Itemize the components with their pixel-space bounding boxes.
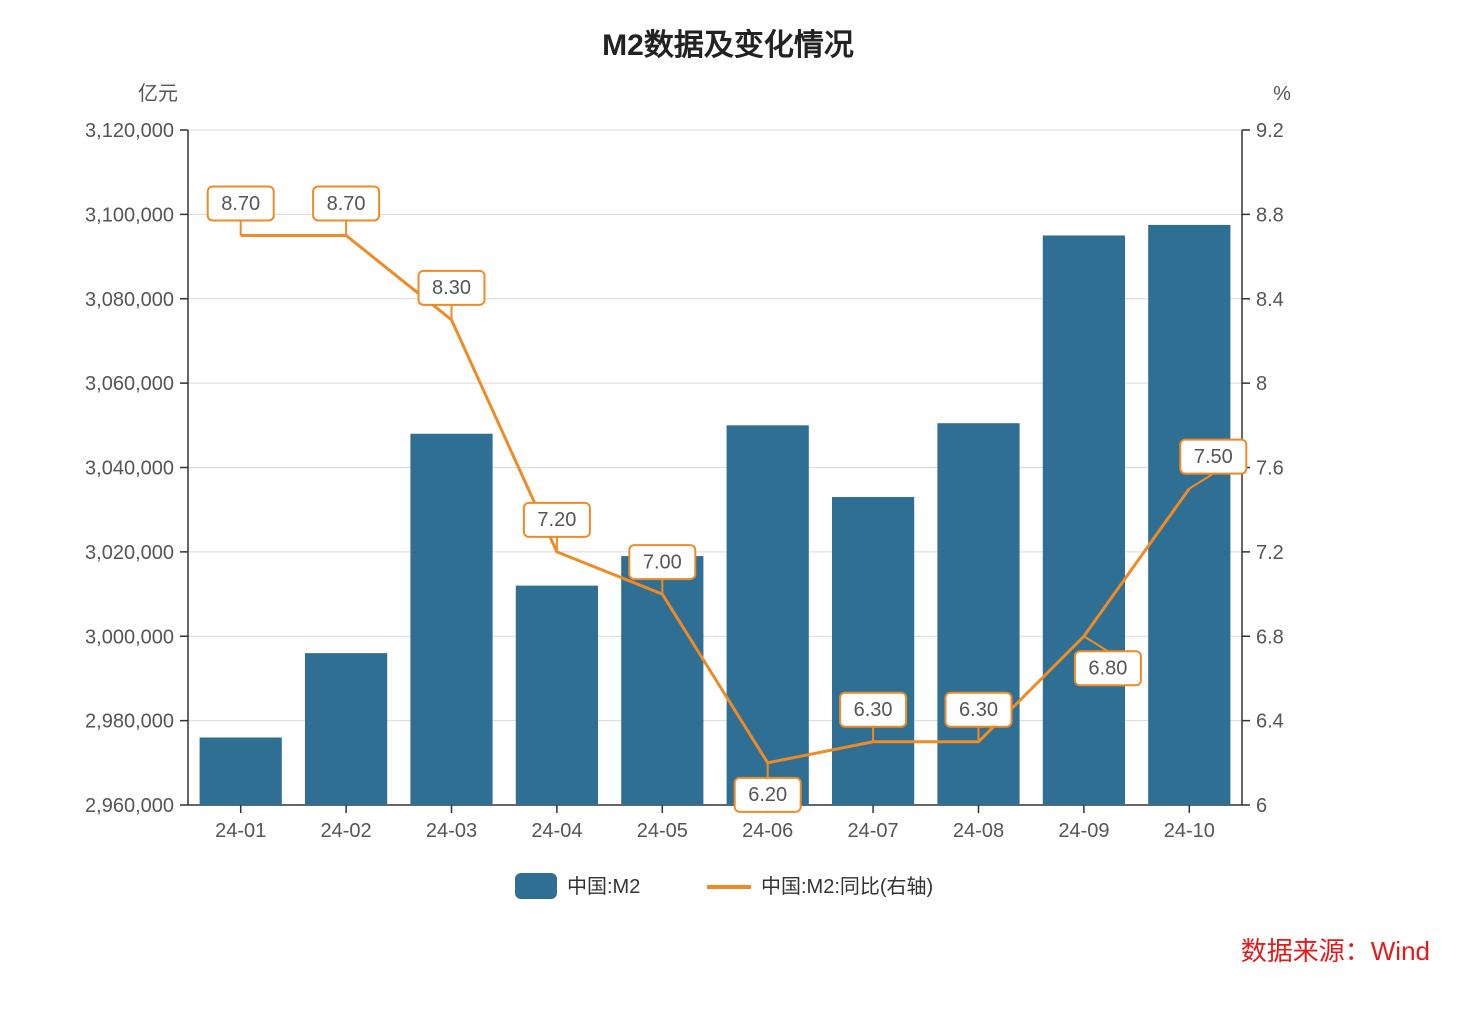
y-right-tick-label: 8.8 xyxy=(1256,204,1284,226)
bar xyxy=(937,423,1019,805)
bar xyxy=(727,425,809,805)
data-label: 7.00 xyxy=(643,551,682,573)
bar xyxy=(410,434,492,805)
data-label: 7.20 xyxy=(537,509,576,531)
data-label: 8.70 xyxy=(221,193,260,215)
x-tick-label: 24-10 xyxy=(1164,820,1215,842)
legend-bar-label: 中国:M2 xyxy=(567,875,640,898)
bar xyxy=(516,586,598,805)
y-left-tick-label: 3,020,000 xyxy=(85,542,174,564)
y-left-tick-label: 3,060,000 xyxy=(85,373,174,395)
data-label: 6.20 xyxy=(748,784,787,806)
y-right-tick-label: 6 xyxy=(1256,795,1267,817)
bar xyxy=(305,653,387,805)
m2-combo-chart: M2数据及变化情况 2,960,000 2,980,000 3,000,000 3,02… xyxy=(0,0,1457,1031)
x-tick-label: 24-09 xyxy=(1058,820,1109,842)
y-left-tick-label: 3,040,000 xyxy=(85,458,174,480)
y-right-tick-label: 6.8 xyxy=(1256,626,1284,648)
data-source: 数据来源：Wind xyxy=(1241,936,1430,966)
y-left-tick-label: 2,980,000 xyxy=(85,711,174,733)
data-label: 6.30 xyxy=(854,699,893,721)
y-right-tick-label: 7.2 xyxy=(1256,542,1284,564)
bar xyxy=(1148,225,1230,805)
x-tick-label: 24-03 xyxy=(426,820,477,842)
chart-title: M2数据及变化情况 xyxy=(602,28,854,62)
x-tick-label: 24-06 xyxy=(742,820,793,842)
y-right-tick-label: 7.6 xyxy=(1256,458,1284,480)
y-right-tick-label: 8.4 xyxy=(1256,289,1284,311)
y-left-tick-label: 3,080,000 xyxy=(85,289,174,311)
y-right-tick-label: 8 xyxy=(1256,373,1267,395)
x-tick-label: 24-05 xyxy=(637,820,688,842)
bar xyxy=(200,738,282,806)
y-right-tick-label: 9.2 xyxy=(1256,120,1284,142)
y-left-unit: 亿元 xyxy=(138,82,178,105)
data-label: 6.80 xyxy=(1088,658,1127,680)
data-label: 8.30 xyxy=(432,277,471,299)
chart-container: M2数据及变化情况 2,960,000 2,980,000 3,000,000 3,02… xyxy=(0,0,1457,1031)
data-label: 6.30 xyxy=(959,699,998,721)
y-left-tick-label: 3,100,000 xyxy=(85,204,174,226)
y-right-tick-label: 6.4 xyxy=(1256,711,1284,733)
y-left-tick-label: 3,000,000 xyxy=(85,626,174,648)
x-tick-label: 24-07 xyxy=(848,820,899,842)
legend-bar-swatch xyxy=(515,873,557,899)
x-tick-label: 24-08 xyxy=(953,820,1004,842)
data-label: 8.70 xyxy=(327,193,366,215)
x-tick-label: 24-04 xyxy=(531,820,582,842)
y-left-tick-label: 2,960,000 xyxy=(85,795,174,817)
bar xyxy=(1043,235,1125,805)
data-label: 7.50 xyxy=(1194,446,1233,468)
y-right-unit: % xyxy=(1273,83,1291,105)
bar xyxy=(832,497,914,805)
x-tick-label: 24-01 xyxy=(215,820,266,842)
y-left-tick-label: 3,120,000 xyxy=(85,120,174,142)
legend-line-label: 中国:M2:同比(右轴) xyxy=(761,875,933,898)
x-tick-label: 24-02 xyxy=(321,820,372,842)
